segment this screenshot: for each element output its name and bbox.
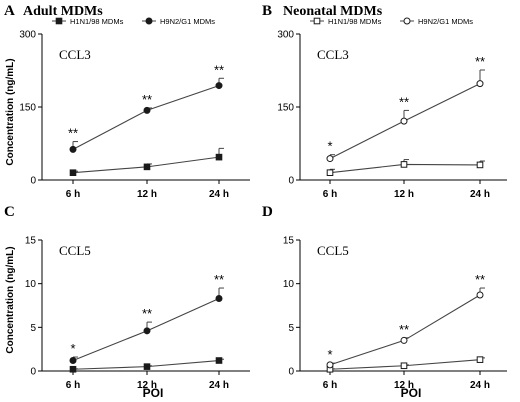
panel-b-data-point	[326, 169, 334, 176]
panel-c-data-point	[143, 363, 151, 370]
panel-a-data-point	[215, 82, 223, 90]
panel-c-series-1	[69, 357, 224, 373]
panel-a-x-tick-label: 12 h	[137, 189, 157, 200]
panel-d-x-tick-label: 6 h	[323, 380, 337, 391]
panel-d-data-point	[476, 356, 484, 363]
panel-c-y-tick-label: 10	[25, 279, 37, 290]
panel-b-legend-label: H1N1/98 MDMs	[328, 17, 382, 26]
panel-a-data-point	[143, 163, 151, 171]
panel-d-data-point	[476, 291, 484, 299]
panel-a-series-2	[69, 77, 224, 153]
x-axis-title-left: POI	[143, 386, 164, 400]
panel-c-y-tick-label: 0	[30, 367, 36, 378]
panel-c-letter: C	[4, 204, 15, 220]
panel-b-chart-title: CCL3	[317, 47, 349, 62]
panel-a: A Adult MDMs	[4, 3, 103, 19]
panel-d-x-tick-label: 24 h	[470, 380, 490, 391]
panel-b-data-point	[476, 161, 484, 169]
panel-b-legend-marker	[403, 17, 411, 25]
panel-c-x-tick-label: 12 h	[137, 380, 157, 391]
panel-a-data-point	[143, 106, 151, 114]
panel-b-y-tick-label: 150	[277, 103, 294, 114]
panel-b-data-point	[400, 117, 408, 125]
panel-d-series-1	[326, 356, 485, 373]
panel-b-data-point	[476, 80, 484, 88]
panel-c-data-point	[143, 327, 151, 335]
panel-d-y-tick-label: 10	[283, 279, 295, 290]
panel-b-series-1	[326, 159, 485, 176]
panel-b-y-tick-label: 0	[288, 176, 294, 187]
panel-a-x-tick-label: 24 h	[209, 189, 229, 200]
panel-c-y-tick-label: 5	[30, 323, 36, 334]
panel-c-data-point	[215, 357, 223, 364]
panel-c-x-tick-label: 6 h	[66, 380, 80, 391]
panel-a-significance-mark: **	[214, 62, 224, 77]
panel-d-significance-mark: *	[327, 347, 332, 362]
panel-a-data-point	[215, 153, 223, 161]
panel-a-letter: A	[4, 3, 15, 19]
panel-c-data-point	[215, 295, 223, 303]
panel-a-legend-marker	[145, 17, 153, 25]
panel-b-significance-mark: **	[399, 94, 409, 109]
panel-a-y-tick-label: 300	[19, 30, 36, 41]
panel-a-series-1	[69, 147, 224, 176]
y-axis-title-top: Concentration (ng/mL)	[5, 58, 16, 165]
panel-d-x-tick-label: 12 h	[394, 380, 414, 391]
panel-b-group-title: Neonatal MDMs	[283, 4, 383, 19]
panel-c-significance-mark: **	[142, 306, 152, 321]
panel-a-data-point	[69, 169, 77, 176]
panel-a-significance-mark: **	[142, 92, 152, 107]
panel-b-data-point	[400, 161, 408, 168]
panel-d-data-point	[326, 361, 334, 369]
panel-b-x-tick-label: 6 h	[323, 189, 337, 200]
panel-c-y-tick-label: 15	[25, 236, 37, 247]
panel-d-chart-title: CCL5	[317, 243, 349, 258]
panel-d-y-tick-label: 15	[283, 236, 295, 247]
panel-c-series-2	[69, 287, 224, 365]
panel-b-legend-label: H9N2/G1 MDMs	[418, 17, 473, 26]
panel-b-letter: B	[262, 3, 272, 19]
panel-a-y-tick-label: 150	[19, 103, 36, 114]
panel-c-chart-title: CCL5	[59, 243, 91, 258]
panel-d-data-point	[400, 336, 408, 344]
panel-a-chart: 0 150 300 6 h 12 h 24 h CCL3 ** ** ** H1N1/98 MDMs…	[19, 17, 250, 200]
panel-d-letter: D	[262, 204, 273, 220]
panel-d-significance-mark: **	[399, 322, 409, 337]
panel-a-chart-title: CCL3	[59, 47, 91, 62]
panel-b-legend-marker	[313, 17, 321, 25]
panel-a-legend-marker	[55, 17, 63, 25]
panel-a-legend-label: H9N2/G1 MDMs	[160, 17, 215, 26]
panel-c-data-point	[69, 365, 77, 373]
panel-c-significance-mark: *	[70, 341, 75, 356]
panel-b-significance-mark: *	[327, 139, 332, 154]
panel-a-group-title: Adult MDMs	[23, 4, 103, 19]
panel-b-x-tick-label: 12 h	[394, 189, 414, 200]
panel-d-y-tick-label: 0	[288, 367, 294, 378]
panel-a-x-tick-label: 6 h	[66, 189, 80, 200]
panel-d-series-2	[326, 287, 485, 369]
panel-a-y-tick-label: 0	[30, 176, 36, 187]
panel-a-significance-mark: **	[68, 126, 78, 141]
panel-b-x-tick-label: 24 h	[470, 189, 490, 200]
panel-d-data-point	[400, 362, 408, 370]
y-axis-title-bottom: Concentration (ng/mL)	[5, 246, 16, 353]
x-axis-title-right: POI	[401, 386, 422, 400]
panel-a-data-point	[69, 145, 77, 153]
panel-b-y-tick-label: 300	[277, 30, 294, 41]
panel-d-y-tick-label: 5	[288, 323, 294, 334]
panel-b-significance-mark: **	[475, 54, 485, 69]
panel-b-series-2	[326, 69, 485, 163]
panel-c-significance-mark: **	[214, 272, 224, 287]
panel-c-x-tick-label: 24 h	[209, 380, 229, 391]
panel-d-significance-mark: **	[475, 272, 485, 287]
panel-b-data-point	[326, 155, 334, 163]
panel-b: B Neonatal MDMs	[262, 3, 383, 19]
panel-a-legend-label: H1N1/98 MDMs	[70, 17, 124, 26]
panel-c-data-point	[69, 357, 77, 365]
